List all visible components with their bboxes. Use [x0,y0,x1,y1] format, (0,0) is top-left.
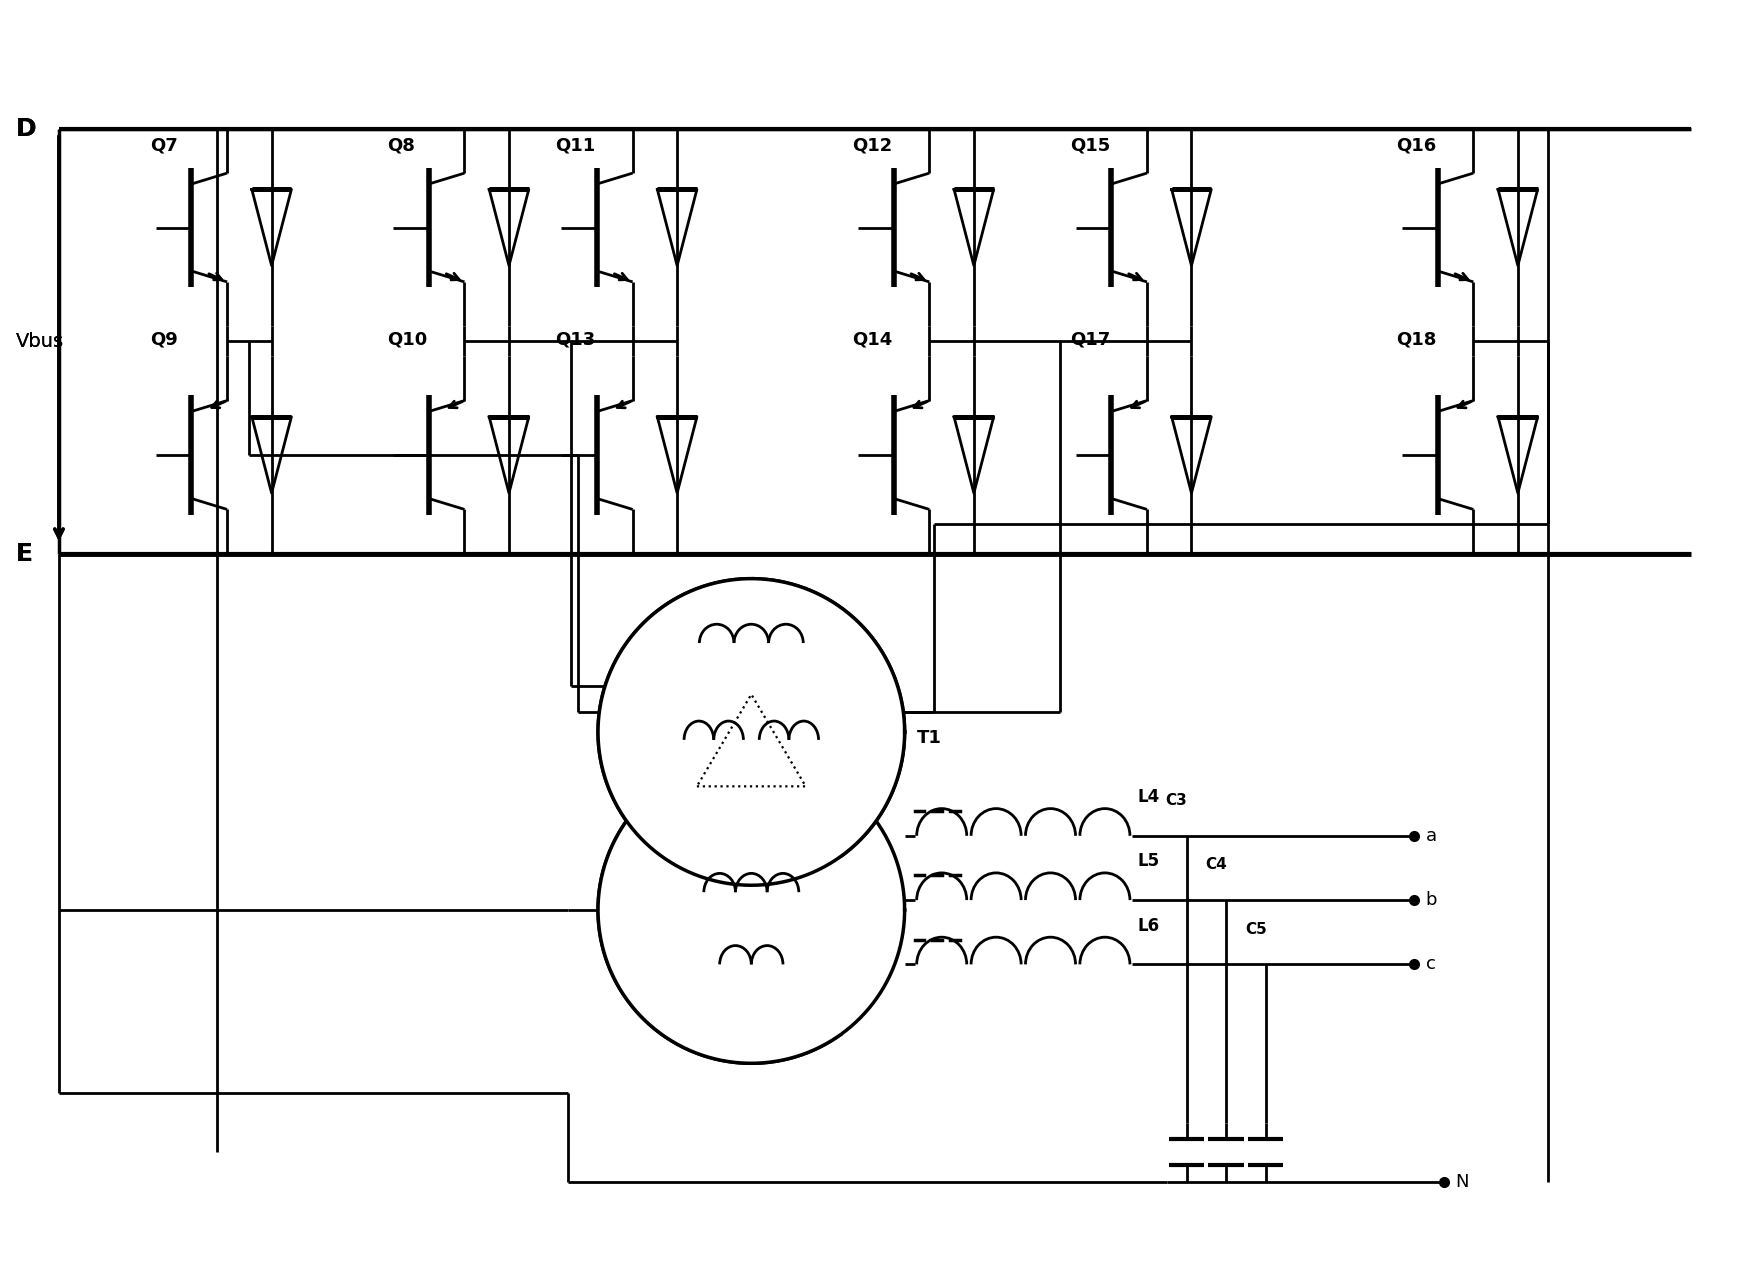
Text: Vbus: Vbus [16,332,64,351]
Text: Q9: Q9 [150,330,178,349]
Polygon shape [597,756,841,1063]
Text: Q13: Q13 [555,330,595,349]
Text: Q14: Q14 [851,330,893,349]
Text: D: D [16,117,37,140]
Text: C4: C4 [1205,858,1227,872]
Text: E: E [16,542,33,566]
Text: Q7: Q7 [150,136,178,154]
Text: E: E [16,542,33,566]
Text: a: a [1426,826,1436,845]
Text: Q18: Q18 [1396,330,1436,349]
Text: Q8: Q8 [387,136,414,154]
Text: Q17: Q17 [1069,330,1111,349]
Text: C5: C5 [1245,922,1267,937]
Text: b: b [1426,891,1438,909]
Text: c: c [1426,955,1436,974]
Text: Q11: Q11 [555,136,595,154]
Text: Q12: Q12 [851,136,893,154]
Polygon shape [597,579,905,885]
Text: Q15: Q15 [1069,136,1111,154]
Text: L6: L6 [1137,917,1160,934]
Text: T1: T1 [916,728,942,747]
Text: Q16: Q16 [1396,136,1436,154]
Text: L5: L5 [1137,853,1160,871]
Polygon shape [597,579,905,885]
Text: L4: L4 [1137,788,1160,806]
Text: Vbus: Vbus [16,332,64,351]
Text: Q10: Q10 [387,330,428,349]
Text: N: N [1455,1172,1469,1192]
Polygon shape [597,756,905,1063]
Text: C3: C3 [1166,793,1187,808]
Text: D: D [16,117,37,140]
